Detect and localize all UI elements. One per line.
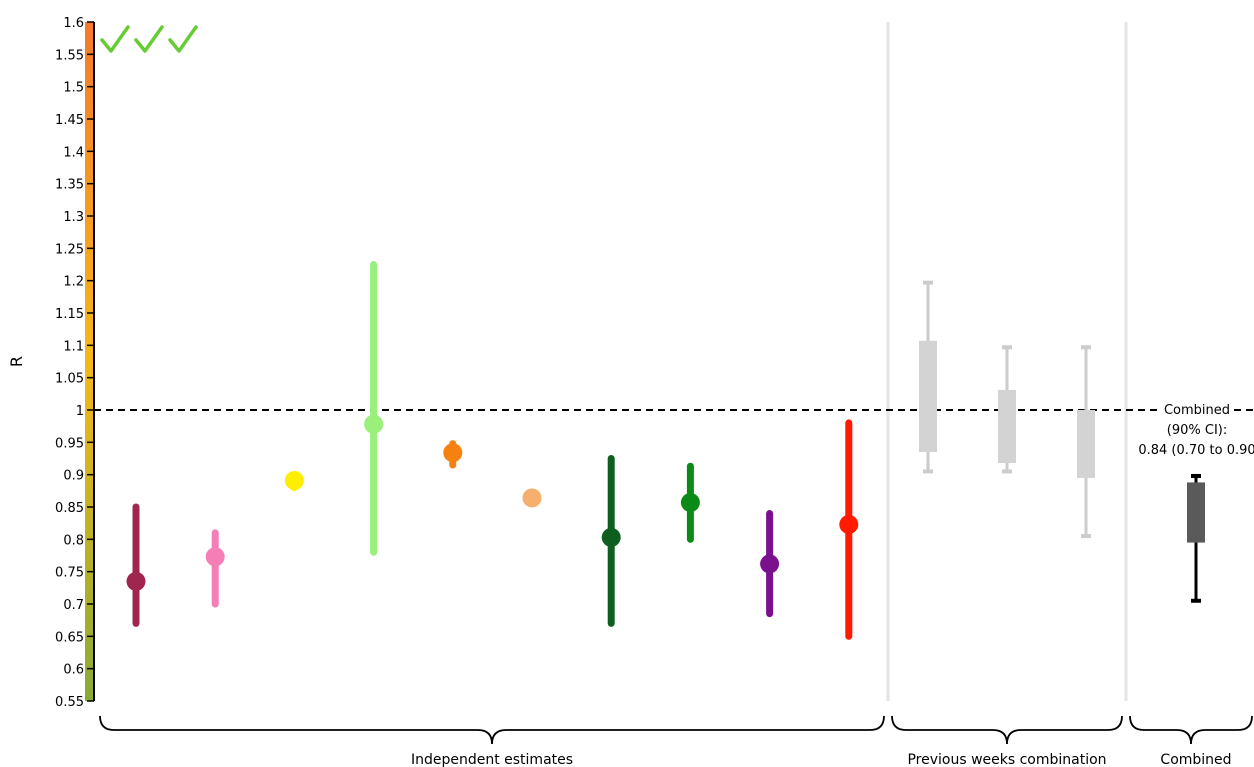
estimate-point xyxy=(443,443,463,463)
previous-week-box xyxy=(1077,410,1095,478)
y-tick-label: 0.9 xyxy=(63,469,84,484)
y-tick-label: 1.55 xyxy=(55,48,84,63)
y-tick-label: 1.3 xyxy=(63,210,84,225)
y-tick-label: 0.8 xyxy=(63,533,84,548)
y-tick-label: 1.6 xyxy=(63,16,84,31)
y-tick-label: 1.25 xyxy=(55,242,84,257)
combined-note-line: 0.84 (0.70 to 0.90 xyxy=(1138,443,1254,458)
estimate-point xyxy=(522,488,542,508)
combined-box xyxy=(1187,482,1205,543)
estimate-point xyxy=(760,554,780,574)
group-brace xyxy=(99,715,885,745)
check-mark-icon xyxy=(134,25,164,53)
previous-week-box xyxy=(998,389,1016,464)
combined-note-bg xyxy=(1158,403,1234,418)
y-tick-label: 1.1 xyxy=(63,339,84,354)
y-axis-label: R xyxy=(7,356,26,367)
y-tick-label: 1.2 xyxy=(63,275,84,290)
y-tick-label: 1 xyxy=(76,404,84,419)
y-tick-label: 0.95 xyxy=(55,436,84,451)
y-tick-label: 1.4 xyxy=(63,145,84,160)
y-tick-label: 1.45 xyxy=(55,113,84,128)
y-tick-label: 0.75 xyxy=(55,566,84,581)
colorbar xyxy=(85,22,95,701)
group-label: Independent estimates xyxy=(411,752,573,767)
y-tick-label: 0.55 xyxy=(55,695,84,710)
estimate-point xyxy=(205,547,225,567)
group-brace xyxy=(1129,715,1253,745)
y-tick-label: 0.7 xyxy=(63,598,84,613)
y-tick-label: 0.85 xyxy=(55,501,84,516)
y-tick-label: 0.6 xyxy=(63,663,84,678)
estimate-point xyxy=(839,514,859,534)
group-label: Previous weeks combination xyxy=(907,752,1106,767)
check-mark-icon xyxy=(100,25,130,53)
estimate-point xyxy=(126,571,146,591)
previous-week-box xyxy=(919,340,937,453)
y-tick-label: 1.5 xyxy=(63,81,84,96)
estimate-point xyxy=(680,492,700,512)
y-tick-label: 1.15 xyxy=(55,307,84,322)
combined-note-line: Combined xyxy=(1164,403,1230,418)
group-brace xyxy=(891,715,1123,745)
y-tick-label: 1.35 xyxy=(55,178,84,193)
estimate-point xyxy=(364,414,384,434)
y-tick-label: 0.65 xyxy=(55,630,84,645)
y-tick-label: 1.05 xyxy=(55,372,84,387)
combined-note-line: (90% CI): xyxy=(1167,423,1227,438)
estimate-point xyxy=(284,470,304,490)
estimate-point xyxy=(601,527,621,547)
check-mark-icon xyxy=(168,25,198,53)
group-label: Combined xyxy=(1160,752,1231,767)
